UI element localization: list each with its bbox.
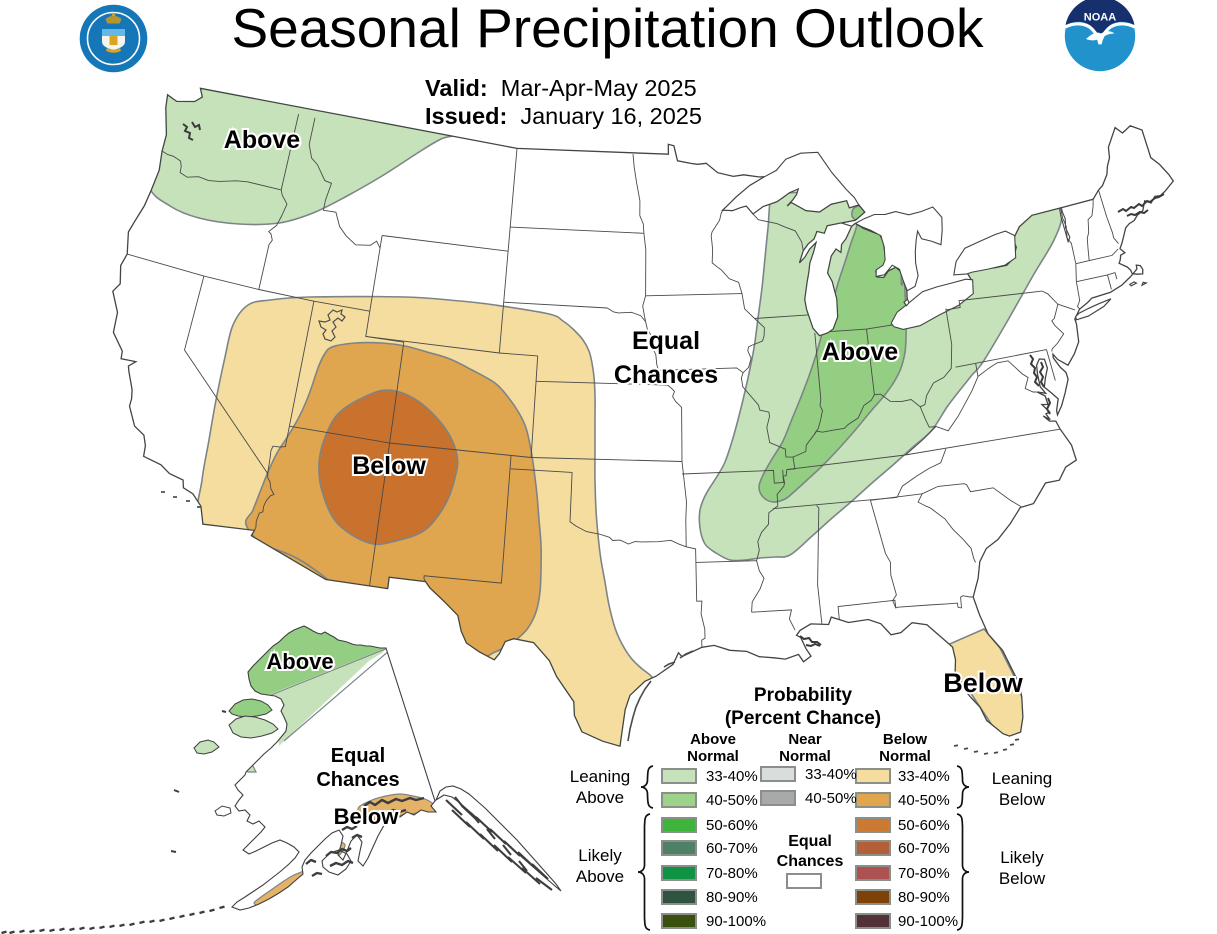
svg-text:Chances: Chances (316, 769, 399, 791)
svg-text:Below: Below (943, 668, 1024, 698)
svg-text:Above: Above (224, 126, 301, 154)
svg-text:Below: Below (334, 804, 400, 829)
svg-text:Above: Above (266, 649, 333, 674)
svg-text:Equal: Equal (632, 327, 700, 355)
svg-text:Equal: Equal (331, 745, 385, 767)
svg-text:Above: Above (822, 338, 899, 366)
svg-text:Chances: Chances (614, 361, 718, 389)
svg-text:Below: Below (352, 452, 426, 480)
svg-text:NOAA: NOAA (1084, 12, 1116, 24)
